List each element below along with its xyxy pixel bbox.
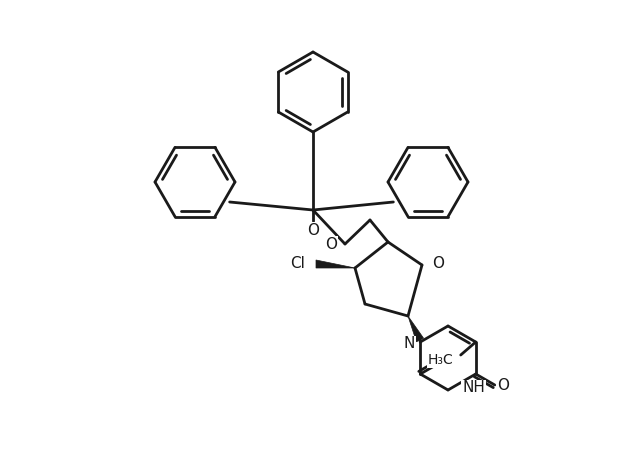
Text: O: O	[325, 236, 337, 251]
Text: NH: NH	[462, 381, 485, 395]
Text: O: O	[497, 377, 509, 392]
Text: O: O	[307, 222, 319, 237]
Text: O: O	[432, 256, 444, 271]
Text: O: O	[442, 355, 453, 370]
Text: H₃C: H₃C	[428, 353, 454, 367]
Polygon shape	[408, 316, 424, 342]
Polygon shape	[316, 260, 355, 268]
Text: N: N	[404, 337, 415, 352]
Text: Cl: Cl	[290, 256, 305, 271]
